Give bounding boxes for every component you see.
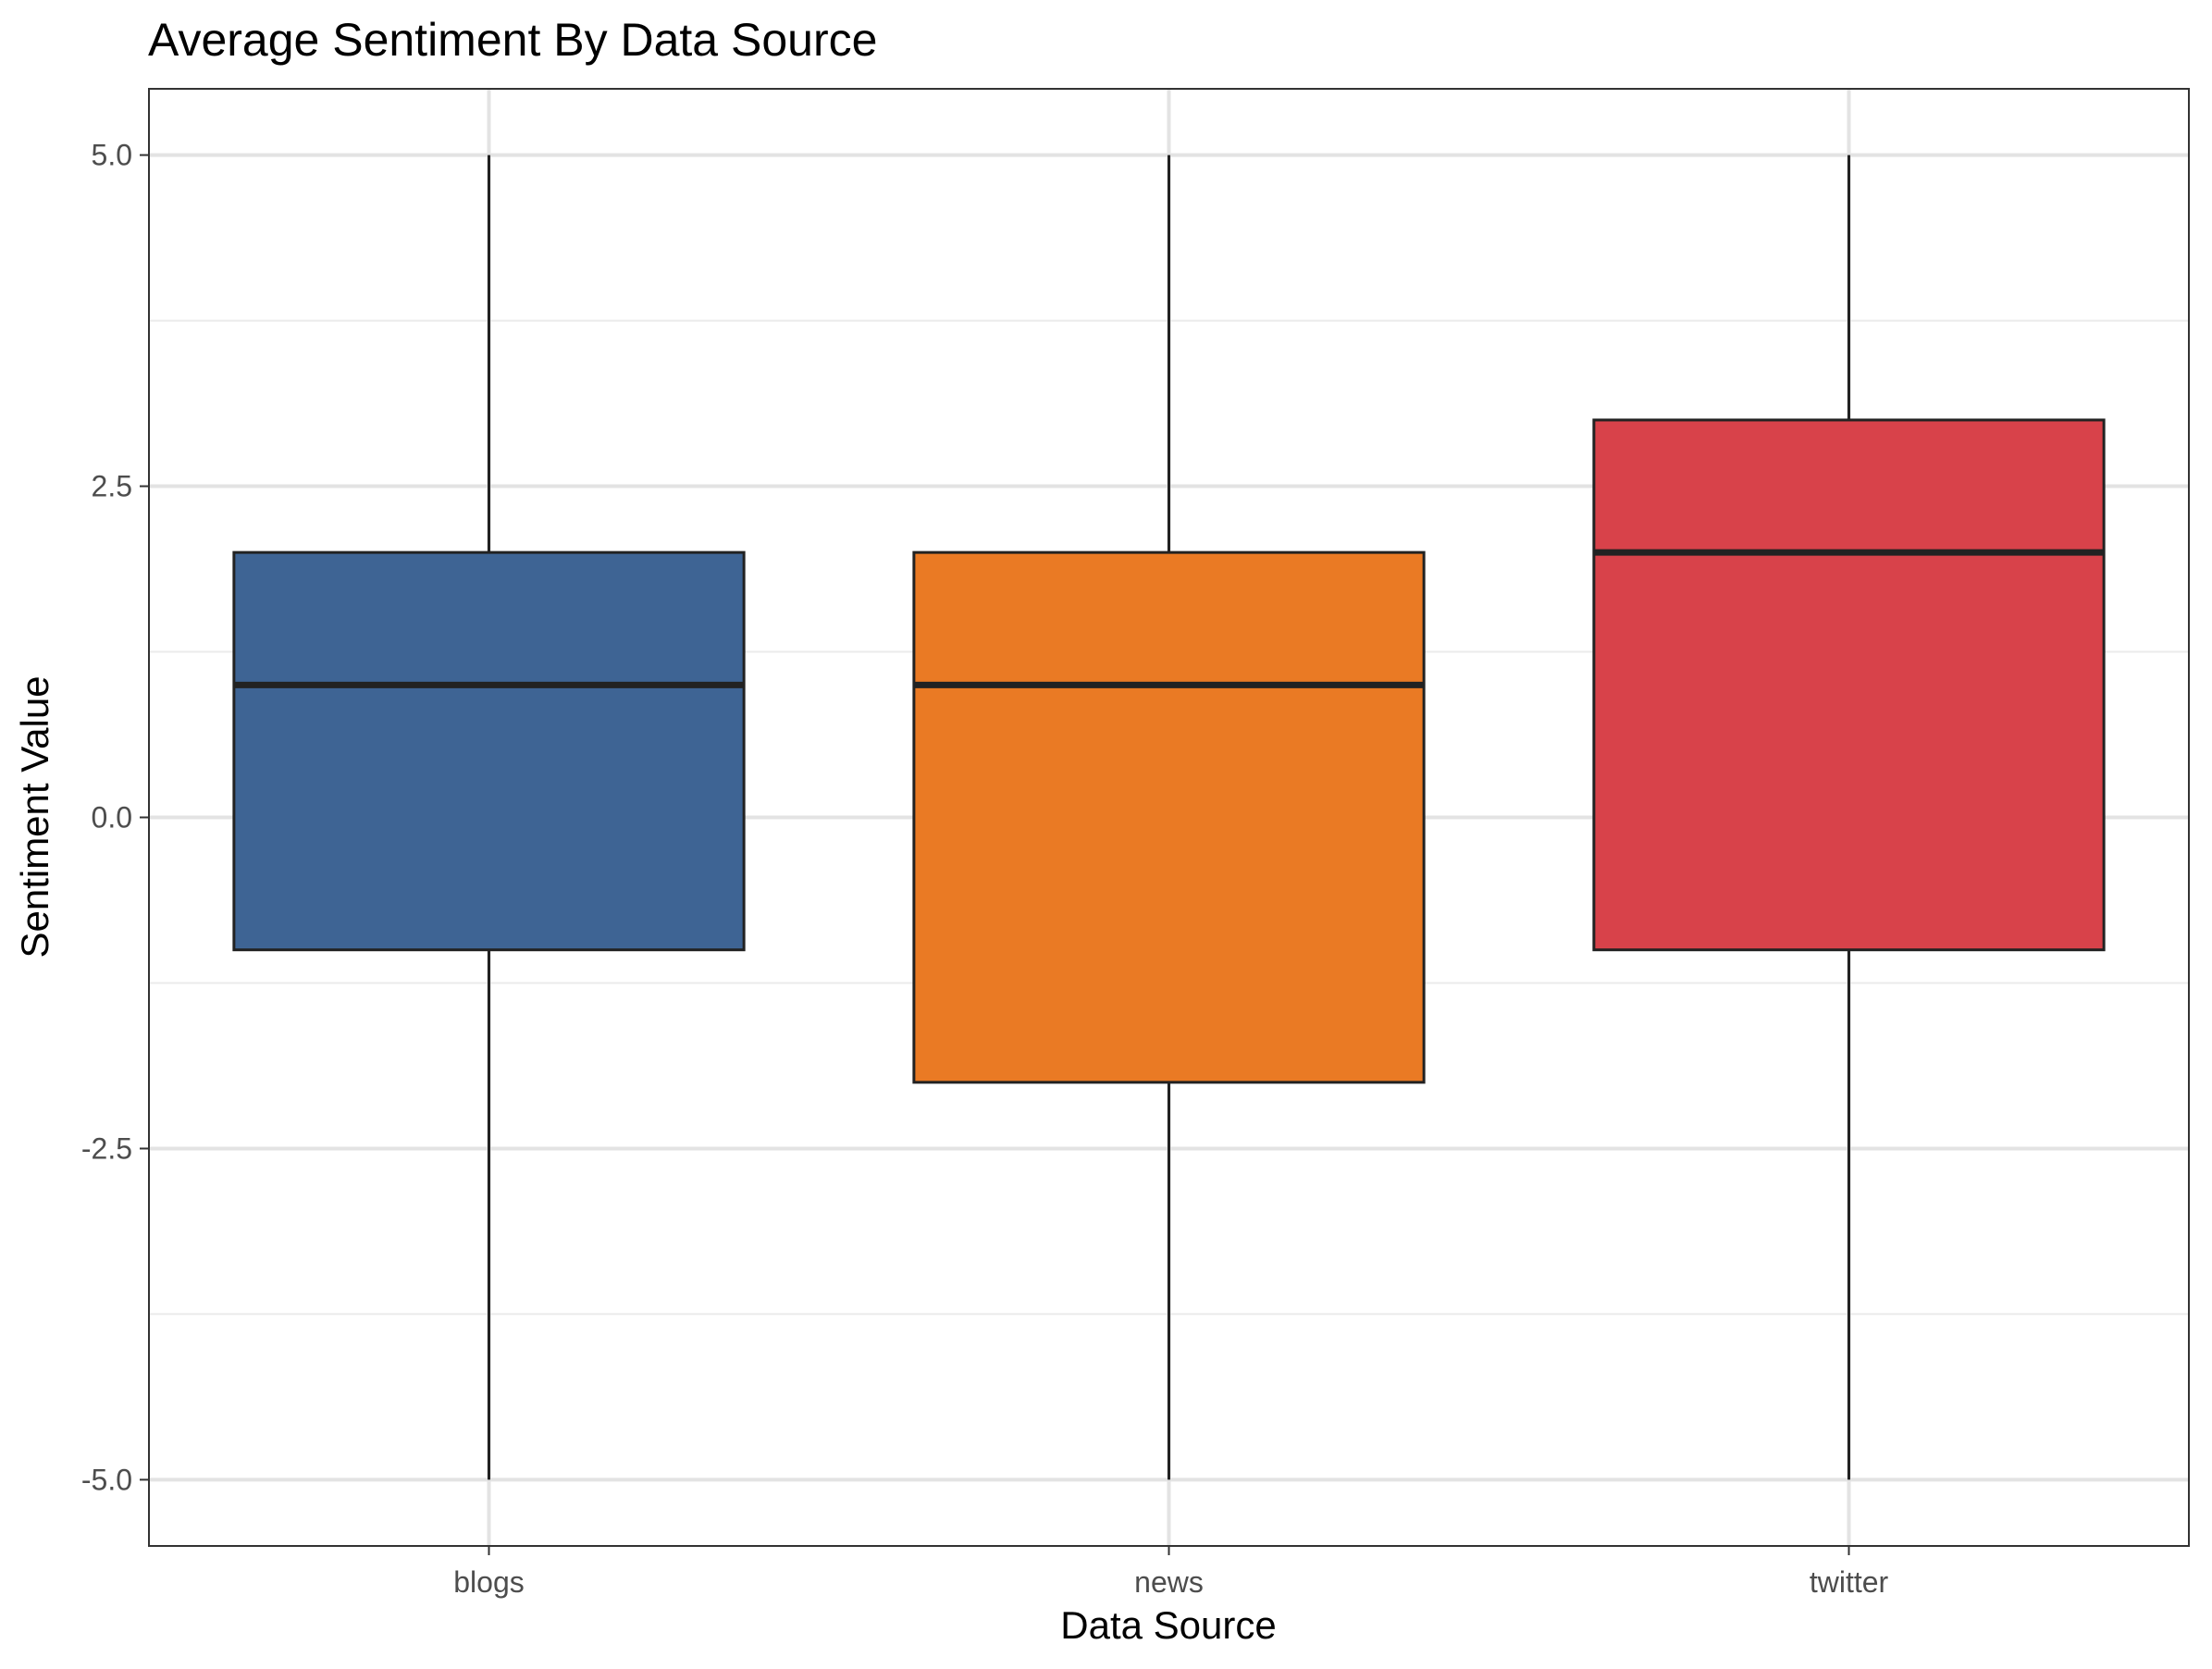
x-tick-label-twitter: twitter bbox=[1810, 1565, 1889, 1599]
x-axis-title: Data Source bbox=[1060, 1603, 1276, 1647]
box-blogs bbox=[232, 155, 746, 1480]
x-tick-label-blogs: blogs bbox=[453, 1565, 525, 1599]
y-tick-label: -2.5 bbox=[81, 1131, 132, 1165]
box-twitter bbox=[1592, 155, 2106, 1480]
y-tick-label: 0.0 bbox=[92, 801, 132, 834]
box-layer bbox=[232, 155, 2106, 1480]
iqr-box-twitter bbox=[1592, 418, 2106, 952]
y-tick-label: 5.0 bbox=[92, 139, 132, 172]
y-tick-label: 2.5 bbox=[92, 470, 132, 503]
iqr-box-blogs bbox=[232, 550, 746, 952]
box-news bbox=[912, 155, 1426, 1480]
x-axis: blogs news twitter bbox=[453, 1546, 1889, 1599]
chart-title: Average Sentiment By Data Source bbox=[148, 14, 877, 66]
iqr-box-news bbox=[912, 550, 1426, 1084]
y-axis: -5.0 -2.5 0.0 2.5 5.0 bbox=[81, 139, 149, 1496]
x-tick-label-news: news bbox=[1134, 1565, 1204, 1599]
y-axis-title: Sentiment Value bbox=[13, 675, 56, 958]
y-tick-label: -5.0 bbox=[81, 1463, 132, 1496]
